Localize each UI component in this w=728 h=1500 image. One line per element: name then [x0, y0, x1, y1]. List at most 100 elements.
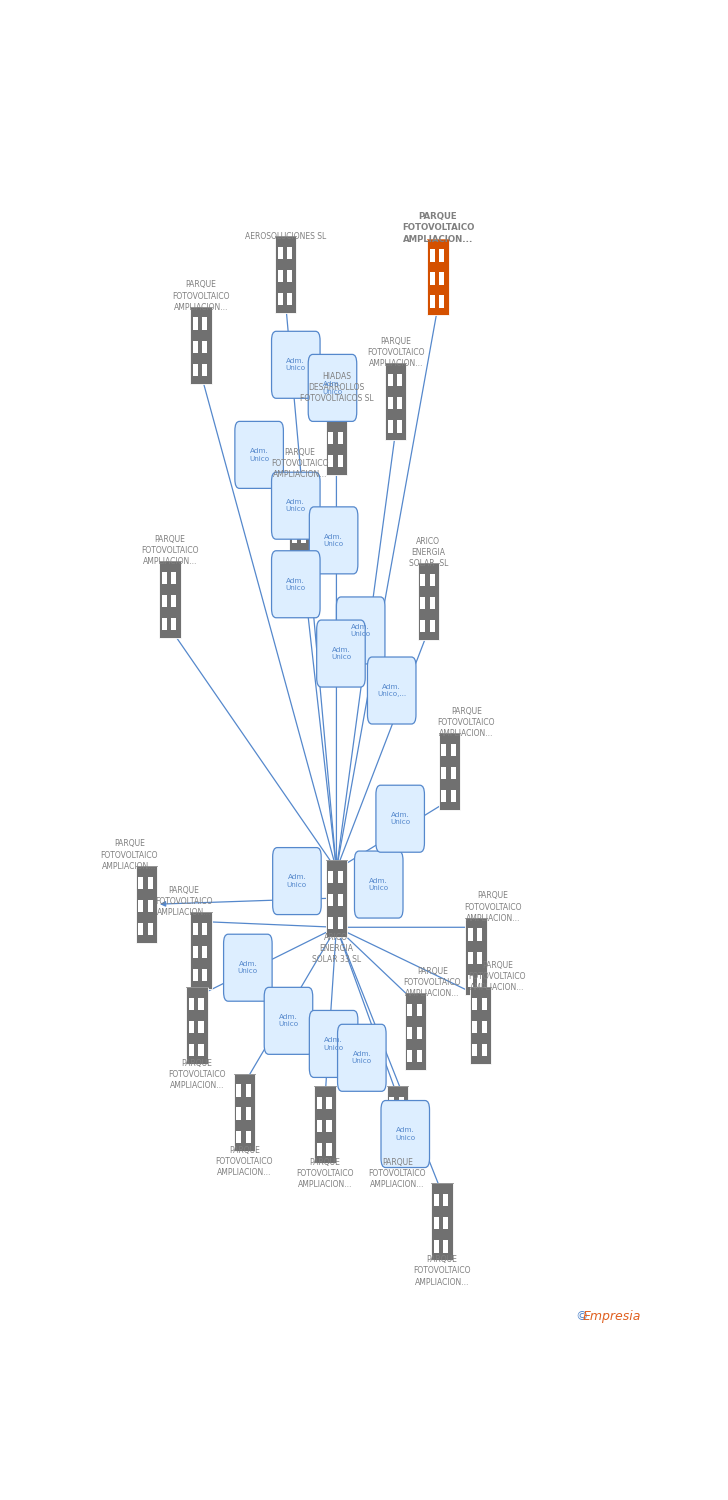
FancyBboxPatch shape	[430, 574, 435, 586]
FancyBboxPatch shape	[292, 509, 297, 520]
FancyBboxPatch shape	[431, 1184, 453, 1260]
FancyBboxPatch shape	[439, 249, 444, 261]
FancyBboxPatch shape	[387, 374, 392, 387]
FancyBboxPatch shape	[472, 1022, 478, 1034]
FancyBboxPatch shape	[477, 928, 482, 940]
FancyBboxPatch shape	[190, 912, 212, 989]
FancyBboxPatch shape	[301, 509, 306, 520]
FancyBboxPatch shape	[328, 454, 333, 466]
FancyBboxPatch shape	[326, 1143, 331, 1155]
FancyBboxPatch shape	[472, 998, 478, 1010]
FancyBboxPatch shape	[338, 894, 343, 906]
FancyBboxPatch shape	[326, 1096, 331, 1110]
FancyBboxPatch shape	[430, 597, 435, 609]
FancyBboxPatch shape	[420, 597, 425, 609]
FancyBboxPatch shape	[234, 1074, 256, 1150]
FancyBboxPatch shape	[287, 270, 292, 282]
FancyBboxPatch shape	[387, 398, 392, 410]
FancyBboxPatch shape	[443, 1216, 448, 1230]
Text: ©: ©	[575, 1311, 587, 1323]
FancyBboxPatch shape	[434, 1240, 439, 1252]
FancyBboxPatch shape	[430, 249, 435, 261]
FancyBboxPatch shape	[162, 594, 167, 608]
FancyBboxPatch shape	[309, 1011, 358, 1077]
FancyBboxPatch shape	[325, 398, 347, 476]
FancyBboxPatch shape	[202, 318, 207, 330]
Text: PARQUE
FOTOVOLTAICO
AMPLIACION...: PARQUE FOTOVOLTAICO AMPLIACION...	[469, 962, 526, 992]
FancyBboxPatch shape	[387, 1086, 408, 1162]
FancyBboxPatch shape	[186, 987, 207, 1064]
FancyBboxPatch shape	[223, 934, 272, 1000]
FancyBboxPatch shape	[314, 1086, 336, 1162]
FancyBboxPatch shape	[202, 922, 207, 934]
FancyBboxPatch shape	[441, 744, 446, 756]
FancyBboxPatch shape	[148, 922, 153, 934]
FancyBboxPatch shape	[328, 408, 333, 422]
FancyBboxPatch shape	[277, 270, 282, 282]
FancyBboxPatch shape	[193, 318, 198, 330]
FancyBboxPatch shape	[441, 790, 446, 802]
FancyBboxPatch shape	[193, 340, 198, 352]
Text: ARICO
ENERGIA
SOLAR  SL: ARICO ENERGIA SOLAR SL	[408, 537, 448, 568]
FancyBboxPatch shape	[338, 408, 343, 422]
FancyBboxPatch shape	[326, 1120, 331, 1132]
Text: Adm.
Unico: Adm. Unico	[286, 500, 306, 513]
FancyBboxPatch shape	[202, 969, 207, 981]
Text: PARQUE
FOTOVOLTAICO
AMPLIACION...: PARQUE FOTOVOLTAICO AMPLIACION...	[173, 280, 230, 312]
FancyBboxPatch shape	[272, 550, 320, 618]
FancyBboxPatch shape	[451, 790, 456, 802]
FancyBboxPatch shape	[416, 1050, 422, 1062]
FancyBboxPatch shape	[405, 993, 426, 1070]
FancyBboxPatch shape	[407, 1026, 413, 1039]
FancyBboxPatch shape	[328, 916, 333, 928]
Text: Adm.
Unico: Adm. Unico	[323, 1038, 344, 1050]
Text: HIADAS
DESARROLLOS
FOTOVOLTAICOS SL: HIADAS DESARROLLOS FOTOVOLTAICOS SL	[300, 372, 373, 404]
FancyBboxPatch shape	[465, 918, 486, 995]
FancyBboxPatch shape	[407, 1050, 413, 1062]
FancyBboxPatch shape	[159, 561, 181, 638]
Text: PARQUE
FOTOVOLTAICO
AMPLIACION...: PARQUE FOTOVOLTAICO AMPLIACION...	[438, 706, 495, 738]
Text: PARQUE
FOTOVOLTAICO
AMPLIACION...: PARQUE FOTOVOLTAICO AMPLIACION...	[296, 1158, 354, 1190]
FancyBboxPatch shape	[325, 859, 347, 938]
Text: PARQUE
FOTOVOLTAICO
AMPLIACION...: PARQUE FOTOVOLTAICO AMPLIACION...	[141, 534, 199, 566]
FancyBboxPatch shape	[202, 340, 207, 352]
FancyBboxPatch shape	[277, 292, 282, 306]
FancyBboxPatch shape	[277, 248, 282, 259]
Text: Adm.
Unico: Adm. Unico	[395, 1128, 415, 1140]
Text: PARQUE
FOTOVOLTAICO
AMPLIACION...: PARQUE FOTOVOLTAICO AMPLIACION...	[155, 885, 213, 916]
FancyBboxPatch shape	[301, 531, 306, 543]
FancyBboxPatch shape	[301, 484, 306, 498]
Text: Adm.
Unico: Adm. Unico	[368, 878, 389, 891]
FancyBboxPatch shape	[162, 618, 167, 630]
FancyBboxPatch shape	[441, 766, 446, 778]
FancyBboxPatch shape	[439, 296, 444, 307]
Text: PARQUE
FOTOVOLTAICO
AMPLIACION...: PARQUE FOTOVOLTAICO AMPLIACION...	[403, 966, 461, 998]
FancyBboxPatch shape	[317, 1096, 323, 1110]
Text: PARQUE
FOTOVOLTAICO
AMPLIACION...: PARQUE FOTOVOLTAICO AMPLIACION...	[414, 1256, 471, 1287]
FancyBboxPatch shape	[190, 306, 212, 384]
FancyBboxPatch shape	[387, 420, 392, 432]
Text: Adm.
Unico: Adm. Unico	[286, 358, 306, 372]
Text: PARQUE
FOTOVOLTAICO
AMPLIACION...: PARQUE FOTOVOLTAICO AMPLIACION...	[464, 891, 521, 922]
Text: Adm.
Unico: Adm. Unico	[323, 381, 343, 394]
FancyBboxPatch shape	[399, 1096, 404, 1110]
FancyBboxPatch shape	[135, 865, 157, 942]
FancyBboxPatch shape	[430, 296, 435, 307]
FancyBboxPatch shape	[451, 744, 456, 756]
FancyBboxPatch shape	[407, 1004, 413, 1016]
FancyBboxPatch shape	[138, 922, 143, 934]
FancyBboxPatch shape	[264, 987, 313, 1054]
FancyBboxPatch shape	[338, 432, 343, 444]
FancyBboxPatch shape	[246, 1131, 251, 1143]
FancyBboxPatch shape	[246, 1084, 251, 1096]
Text: Adm.
Unico: Adm. Unico	[331, 646, 351, 660]
FancyBboxPatch shape	[273, 847, 321, 915]
FancyBboxPatch shape	[389, 1143, 395, 1155]
Text: Adm.
Unico: Adm. Unico	[323, 534, 344, 548]
FancyBboxPatch shape	[368, 657, 416, 724]
FancyBboxPatch shape	[389, 1096, 395, 1110]
FancyBboxPatch shape	[376, 784, 424, 852]
FancyBboxPatch shape	[292, 531, 297, 543]
FancyBboxPatch shape	[399, 1143, 404, 1155]
FancyBboxPatch shape	[193, 922, 198, 934]
